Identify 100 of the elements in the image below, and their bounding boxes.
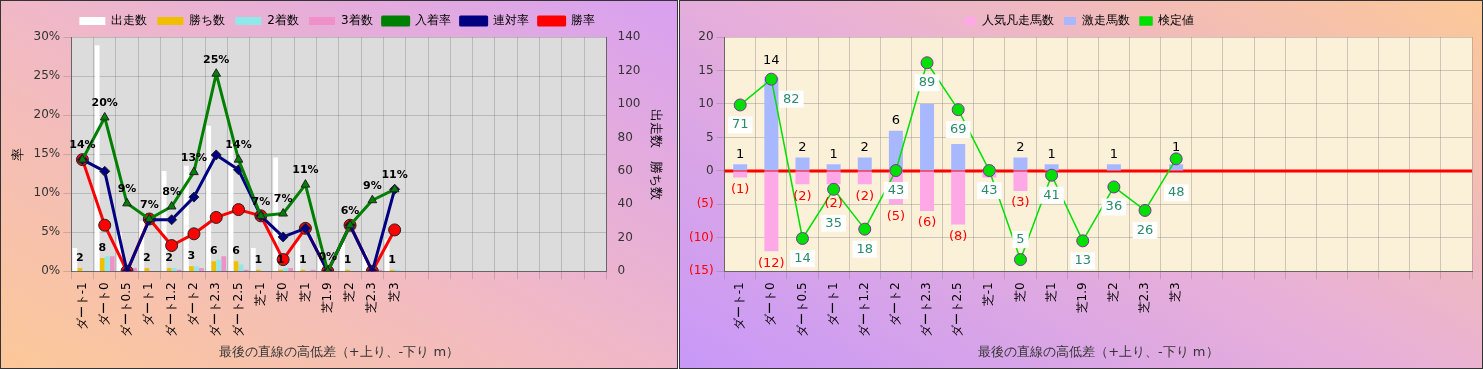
x-tick-label: ダート1 <box>825 282 840 326</box>
data-label: 13 <box>1074 252 1092 268</box>
data-label: 1 <box>388 252 396 266</box>
x-tick-label: 芝0 <box>1012 282 1027 302</box>
x-tick-label: 芝0 <box>275 282 290 302</box>
data-label: 1 <box>736 145 745 161</box>
y-tick-label: 5 <box>705 129 714 144</box>
y-tick-label: 5% <box>41 224 61 239</box>
x-tick-label: ダート-1 <box>732 282 747 331</box>
data-label: 1 <box>343 252 352 266</box>
x-tick-label: ダート1 <box>141 282 156 326</box>
x-axis-title: 最後の直線の高低差（+上り、-下り m） <box>978 343 1219 359</box>
x-tick-label: ダート0 <box>763 282 778 326</box>
data-label: 36 <box>1105 198 1123 214</box>
y-tick-label: 25% <box>33 68 61 83</box>
x-tick-label: ダート0 <box>96 282 111 326</box>
y-tick-label: 0% <box>41 263 61 278</box>
data-label: 1 <box>1172 138 1181 154</box>
data-label: 6% <box>340 204 360 218</box>
data-label: 18 <box>856 240 874 256</box>
x-tick-label: ダート0.5 <box>794 282 809 338</box>
y-tick-label: 15% <box>33 146 61 161</box>
x-tick-label: 芝1 <box>297 282 312 302</box>
x-tick-label: 芝2 <box>1106 282 1121 302</box>
data-label: 43 <box>981 181 998 197</box>
data-label: 6 <box>209 244 218 258</box>
x-tick-label: ダート2 <box>888 282 903 326</box>
legend-label: 勝率 <box>570 13 595 28</box>
data-label: 3 <box>187 249 196 263</box>
legend-label: 連対率 <box>492 13 529 28</box>
x-tick-label: 芝2.3 <box>364 282 379 314</box>
y-tick-label: 15 <box>698 62 714 77</box>
x-tick-label: 芝3 <box>1168 282 1183 302</box>
data-label: 35 <box>825 214 842 230</box>
data-label: 11% <box>381 168 408 182</box>
data-label: 6 <box>891 112 901 128</box>
data-label: 71 <box>731 116 749 132</box>
y-tick-label: 30% <box>33 29 61 44</box>
y2-tick-label: 120 <box>617 62 641 77</box>
data-label: 41 <box>1043 186 1060 202</box>
x-tick-label: ダート1.2 <box>163 282 178 338</box>
x-tick-label: 芝2.3 <box>1137 282 1152 314</box>
data-label: 11% <box>292 163 319 177</box>
legend-label: 人気凡走馬数 <box>982 13 1054 28</box>
data-label: 82 <box>783 90 800 106</box>
data-label: 1 <box>299 252 307 266</box>
legend-label: 入着率 <box>414 13 451 28</box>
x-tick-label: 芝-1 <box>981 282 996 307</box>
x-axis-title: 最後の直線の高低差（+上り、-下り m） <box>218 343 460 359</box>
data-label: 14 <box>794 249 811 265</box>
data-label: 25% <box>203 52 230 66</box>
data-label: 8% <box>162 185 181 199</box>
data-label: 6 <box>232 244 241 258</box>
legend-label: 3着数 <box>341 13 373 28</box>
x-tick-label: ダート0.5 <box>119 282 134 338</box>
x-tick-label: 芝2 <box>342 282 357 302</box>
data-label: 7% <box>273 192 293 206</box>
legend-label: 検定値 <box>1158 13 1194 28</box>
x-tick-label: ダート-1 <box>74 282 89 331</box>
y-axis-title: 率 <box>10 147 26 161</box>
data-label: 0% <box>318 250 338 264</box>
data-label: 8 <box>98 240 107 254</box>
x-tick-label: ダート2.3 <box>208 282 223 338</box>
data-label: 1 <box>254 252 263 266</box>
data-label: 1 <box>1109 145 1119 161</box>
y2-tick-label: 100 <box>617 96 641 111</box>
legend-label: 激走馬数 <box>1082 13 1130 28</box>
data-label: (3) <box>1011 194 1030 210</box>
x-tick-label: ダート1.2 <box>856 282 871 338</box>
x-tick-label: 芝1 <box>1043 282 1058 302</box>
data-label: 2 <box>76 250 84 264</box>
x-tick-label: ダート2.5 <box>230 282 245 338</box>
x-tick-label: 芝-1 <box>252 282 267 307</box>
data-label: 89 <box>918 74 936 90</box>
data-label: 2 <box>142 250 151 264</box>
y-tick-label: (5) <box>696 196 714 211</box>
x-tick-label: ダート2.3 <box>919 282 934 338</box>
data-label: 1 <box>829 145 838 161</box>
data-label: 9% <box>362 179 382 193</box>
legend-label: 出走数 <box>111 13 148 28</box>
data-label: (5) <box>886 207 906 223</box>
data-label: 14 <box>763 51 780 67</box>
y-tick-label: 10% <box>33 185 61 200</box>
x-tick-label: ダート2 <box>186 282 201 326</box>
data-label: (8) <box>948 227 968 243</box>
data-label: (6) <box>917 214 937 230</box>
data-label: (1) <box>730 180 750 196</box>
x-tick-label: 芝1.9 <box>319 282 334 314</box>
legend-label: 勝ち数 <box>189 13 226 28</box>
data-label: 2 <box>1016 138 1025 154</box>
data-label: 7% <box>139 197 159 211</box>
data-label: (2) <box>793 187 812 203</box>
y-tick-label: 20% <box>33 107 61 122</box>
data-label: (12) <box>758 254 785 270</box>
x-tick-label: 芝1.9 <box>1074 282 1089 314</box>
y2-tick-label: 0 <box>617 263 626 278</box>
data-label: 2 <box>165 250 173 264</box>
data-label: 43 <box>887 181 905 197</box>
legend-label: 2着数 <box>267 13 300 28</box>
data-label: 5 <box>1016 230 1025 246</box>
